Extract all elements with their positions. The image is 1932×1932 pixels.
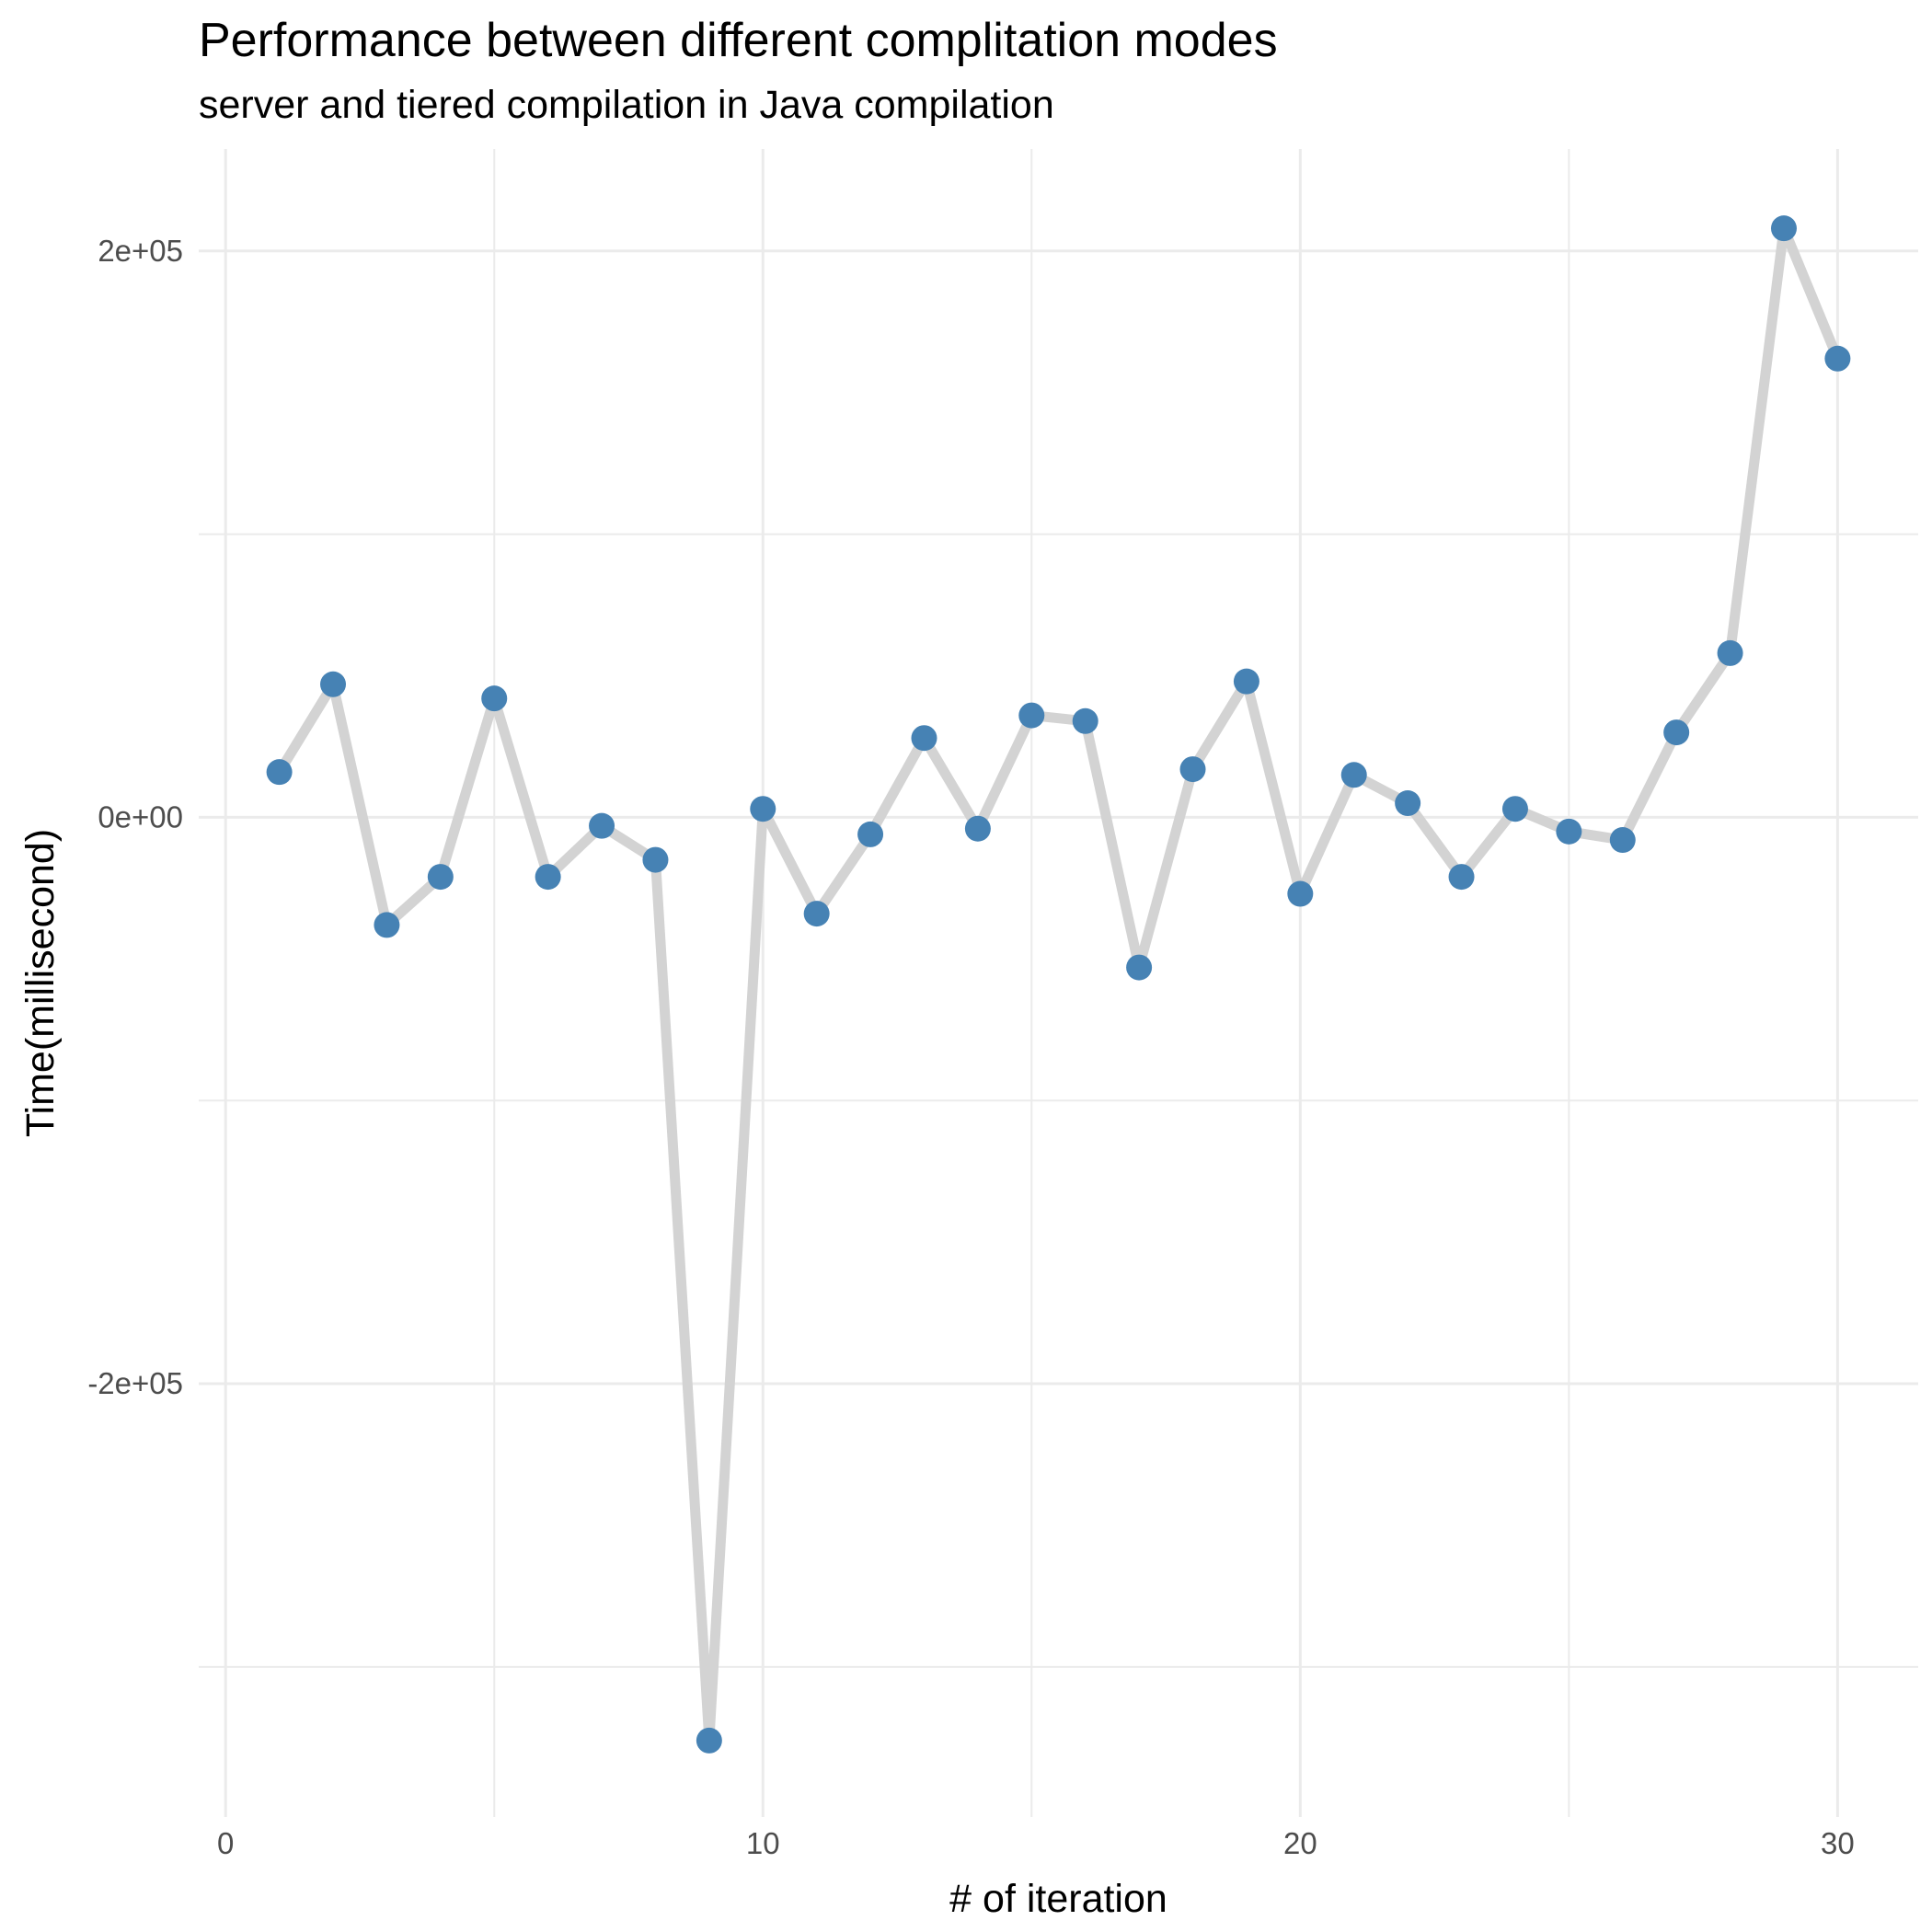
data-point [1770,215,1797,242]
data-point [1340,762,1367,788]
data-point [1287,880,1314,907]
x-tick-label: 20 [1283,1826,1317,1860]
x-tick-label: 30 [1821,1826,1855,1860]
data-point [1556,818,1582,845]
data-point [266,759,293,786]
x-axis-title: # of iteration [949,1877,1167,1921]
data-point [857,821,884,847]
data-point [1018,702,1045,729]
data-point [696,1727,722,1754]
minor-gridlines [199,149,1918,1817]
data-point [1179,756,1206,783]
data-point [1072,707,1098,734]
data-point [1395,790,1421,817]
data-point [1609,827,1636,854]
data-point [642,846,669,873]
data-point [481,685,508,712]
y-tick-labels: 2e+05 0e+00 -2e+05 [87,234,183,1400]
data-point [1717,639,1743,666]
series-line [274,223,1843,1746]
series-points-group [266,215,1851,1754]
data-point [1126,954,1153,981]
data-point [374,912,400,938]
data-point [1501,796,1528,822]
major-gridlines [199,149,1918,1817]
x-tick-label: 10 [746,1826,780,1860]
data-point [803,901,830,927]
data-point [320,671,347,697]
data-point [535,864,561,891]
data-point [1824,345,1851,372]
x-tick-labels: 0 10 20 30 [217,1826,1855,1860]
y-tick-label: 0e+00 [98,799,183,834]
y-tick-label: -2e+05 [87,1366,183,1400]
x-tick-label: 0 [217,1826,234,1860]
series-line-group [274,223,1843,1746]
data-point [427,864,454,891]
y-tick-label: 2e+05 [98,234,183,268]
data-point [750,796,776,822]
data-point [589,812,615,839]
data-point [1448,864,1475,891]
chart-subtitle: server and tiered compilation in Java co… [199,83,1054,127]
data-point [964,815,991,842]
chart-title: Performance between different complitati… [199,14,1278,67]
y-axis-title: Time(millisecond) [18,829,63,1137]
data-point [1233,668,1259,695]
data-point [1663,719,1690,746]
data-point [911,725,937,752]
